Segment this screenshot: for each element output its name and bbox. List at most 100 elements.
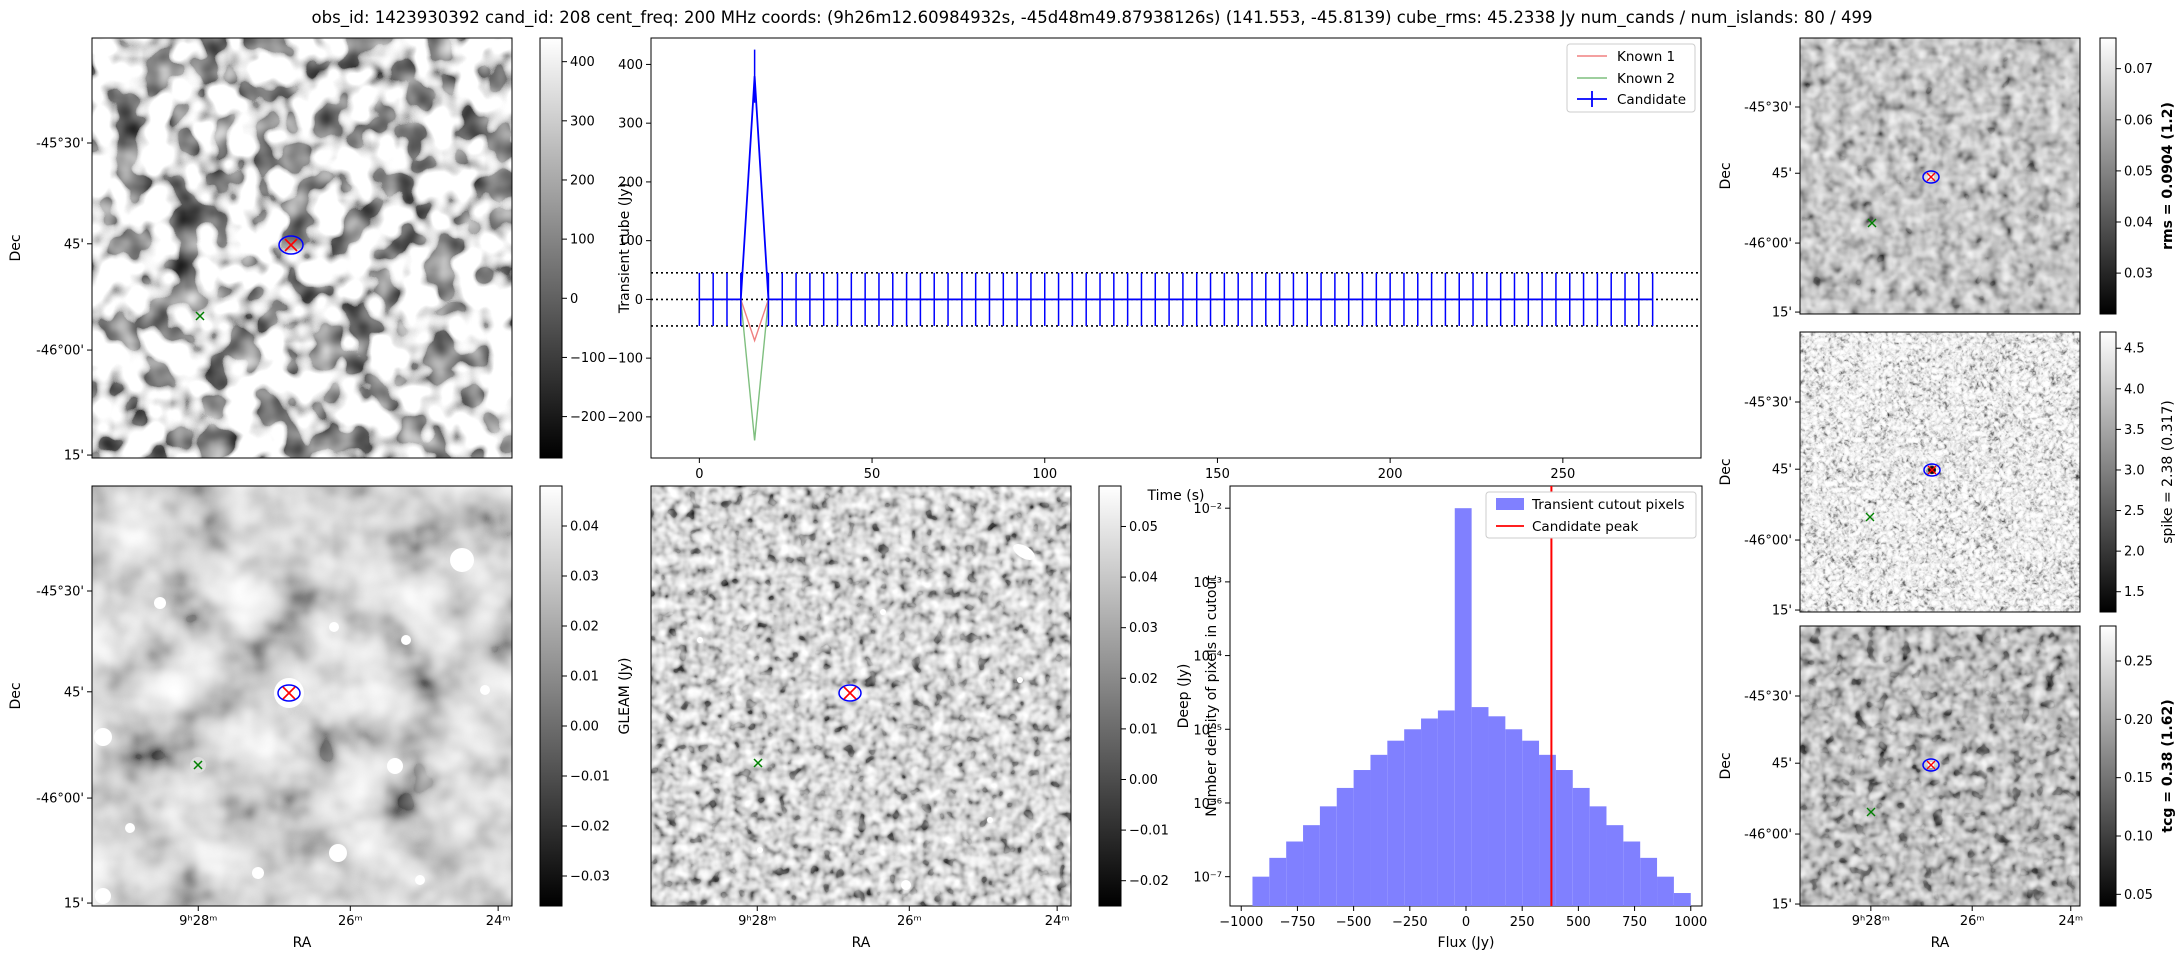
dec-tick-label: 45' bbox=[64, 237, 84, 252]
colorbar-tick-label: 0.06 bbox=[2124, 113, 2153, 128]
ra-tick-label: 26ᵐ bbox=[338, 914, 363, 929]
gleam-bright-sources bbox=[94, 548, 490, 904]
dec-tick-label: 45' bbox=[1772, 463, 1792, 478]
colorbar-tick-label: −0.02 bbox=[570, 820, 610, 835]
dec-tick-label: 45' bbox=[64, 685, 84, 700]
deep-colorbar-label: Deep (Jy) bbox=[1176, 664, 1192, 729]
histogram-bar bbox=[1286, 841, 1304, 906]
x-tick-label: −500 bbox=[1336, 915, 1372, 930]
candidate-marker bbox=[278, 235, 304, 255]
x-tick-label: 100 bbox=[1032, 467, 1057, 482]
y-tick-label: 10⁻⁵ bbox=[1193, 723, 1222, 738]
histogram-bar bbox=[1673, 893, 1691, 906]
tcg-image-panel: Dec -45°30' 45' -46°00' 15' 9ʰ28ᵐ 26ᵐ 24ᵐ RA 0… bbox=[1718, 625, 2176, 951]
histogram-bar bbox=[1539, 754, 1556, 906]
colorbar-tick-label: 0.15 bbox=[2124, 771, 2153, 786]
deep-image-panel: 9ʰ28ᵐ 26ᵐ 24ᵐ RA 0.05 0.04 0.03 0.02 0.01 0.00 −… bbox=[650, 485, 1192, 951]
ra-tick-label: 24ᵐ bbox=[2058, 914, 2083, 929]
histogram-bar bbox=[1640, 857, 1658, 906]
colorbar-tick-label: 2.0 bbox=[2124, 545, 2145, 560]
x-tick-label: 250 bbox=[1510, 915, 1535, 930]
dec-tick-label: 15' bbox=[64, 897, 84, 912]
deep-colorbar-ticks: 0.05 0.04 0.03 0.02 0.01 0.00 −0.01 −0.02 bbox=[1121, 520, 1169, 889]
deep-colorbar bbox=[1098, 485, 1122, 907]
colorbar-tick-label: 0.00 bbox=[570, 720, 599, 735]
legend-candidate-label: Candidate bbox=[1617, 92, 1686, 108]
histogram-xlabel: Flux (Jy) bbox=[1438, 935, 1495, 951]
histogram-content bbox=[1252, 486, 1691, 906]
histogram-legend: Transient cutout pixels Candidate peak bbox=[1485, 491, 1697, 539]
x-tick-label: −750 bbox=[1280, 915, 1316, 930]
histogram-bar bbox=[1454, 508, 1472, 906]
dec-tick-label: -46°00' bbox=[1744, 534, 1792, 549]
dec-tick-label: 15' bbox=[1772, 604, 1792, 619]
colorbar-tick-label: −0.01 bbox=[1129, 824, 1169, 839]
x-tick-label: 500 bbox=[1566, 915, 1591, 930]
colorbar-tick-label: 0 bbox=[570, 292, 578, 307]
x-tick-label: −1000 bbox=[1219, 915, 1263, 930]
x-tick-label: 0 bbox=[1462, 915, 1470, 930]
gleam-image-panel: Dec -45°30' 45' -46°00' 15' 9ʰ28ᵐ 26ᵐ 24ᵐ RA 0… bbox=[8, 485, 633, 951]
legend-pixels-label: Transient cutout pixels bbox=[1531, 497, 1685, 513]
spike-ticks: -45°30' 45' -46°00' 15' bbox=[1744, 396, 1800, 619]
y-tick-label: −200 bbox=[607, 410, 643, 425]
lightcurve-xlabel: Time (s) bbox=[1147, 488, 1205, 504]
dec-tick-label: -45°30' bbox=[36, 585, 84, 600]
dec-tick-label: 45' bbox=[1772, 757, 1792, 772]
spike-image-panel: Dec -45°30' 45' -46°00' 15' 4.5 4.0 3.5 3.0 2.5… bbox=[1718, 331, 2176, 619]
y-tick-label: 10⁻³ bbox=[1193, 576, 1222, 591]
colorbar-tick-label: 1.5 bbox=[2124, 585, 2145, 600]
colorbar-tick-label: 0.01 bbox=[1129, 722, 1158, 737]
tcg-colorbar bbox=[2099, 625, 2117, 907]
colorbar-tick-label: −0.03 bbox=[570, 870, 610, 885]
colorbar-tick-label: 0.04 bbox=[1129, 571, 1158, 586]
histogram-bar bbox=[1353, 770, 1371, 906]
colorbar-tick-label: 0.07 bbox=[2124, 62, 2153, 77]
ra-tick-label: 9ʰ28ᵐ bbox=[738, 914, 776, 929]
transient-colorbar-ticks: 400 300 200 100 0 −100 −200 bbox=[562, 55, 606, 425]
colorbar-tick-label: 200 bbox=[570, 173, 595, 188]
legend-known1-label: Known 1 bbox=[1617, 49, 1675, 65]
transient-colorbar bbox=[539, 37, 563, 459]
x-tick-label: 750 bbox=[1622, 915, 1647, 930]
spike-colorbar bbox=[2099, 331, 2117, 613]
figure-title: obs_id: 1423930392 cand_id: 208 cent_fre… bbox=[312, 8, 1873, 28]
gleam-ticks: -45°30' 45' -46°00' 15' 9ʰ28ᵐ 26ᵐ 24ᵐ bbox=[36, 585, 510, 930]
colorbar-tick-label: 0.05 bbox=[1129, 520, 1158, 535]
rms-dec-label: Dec bbox=[1718, 162, 1734, 189]
rms-colorbar-ticks: 0.07 0.06 0.05 0.04 0.03 bbox=[2116, 62, 2153, 282]
dec-tick-label: -46°00' bbox=[1744, 237, 1792, 252]
candidate-marker bbox=[1922, 170, 1940, 184]
histogram-ticks: −1000 −750 −500 −250 0 250 500 750 1000 10⁻² 10⁻³ 1… bbox=[1193, 502, 1707, 930]
lightcurve-ticks: 0 50 100 150 200 250 400 300 200 100 0 −100 −200 bbox=[607, 58, 1575, 482]
y-tick-label: 300 bbox=[618, 117, 643, 132]
colorbar-tick-label: 0.25 bbox=[2124, 655, 2153, 670]
spike-dec-label: Dec bbox=[1718, 458, 1734, 485]
candidate-marker bbox=[274, 678, 304, 708]
colorbar-tick-label: 3.0 bbox=[2124, 463, 2145, 478]
colorbar-tick-label: 0.03 bbox=[1129, 621, 1158, 636]
colorbar-tick-label: 0.04 bbox=[570, 520, 599, 535]
colorbar-tick-label: 0.04 bbox=[2124, 216, 2153, 231]
legend-known2-label: Known 2 bbox=[1617, 71, 1675, 87]
deep-ticks: 9ʰ28ᵐ 26ᵐ 24ᵐ bbox=[738, 906, 1069, 929]
y-tick-label: 10⁻⁴ bbox=[1193, 650, 1222, 665]
histogram-ylabel: Number density of pixels in cutout bbox=[1204, 575, 1220, 817]
transient-dec-label: Dec bbox=[8, 234, 24, 261]
dec-tick-label: 15' bbox=[1772, 898, 1792, 913]
colorbar-tick-label: 0.20 bbox=[2124, 713, 2153, 728]
lightcurve-content bbox=[651, 49, 1701, 441]
known-source-marker bbox=[1866, 807, 1876, 817]
gleam-colorbar-label: GLEAM (Jy) bbox=[617, 658, 633, 735]
colorbar-tick-label: 0.03 bbox=[570, 570, 599, 585]
colorbar-tick-label: 0.00 bbox=[1129, 773, 1158, 788]
histogram-bar bbox=[1657, 876, 1674, 906]
dec-tick-label: -45°30' bbox=[1744, 396, 1792, 411]
colorbar-tick-label: −200 bbox=[570, 410, 606, 425]
histogram-bar bbox=[1252, 876, 1270, 906]
colorbar-tick-label: 300 bbox=[570, 114, 595, 129]
candidate-marker bbox=[1922, 758, 1940, 772]
transient-image-panel: Dec -45°30' 45' -46°00' 15' 400 300 200 100 0 −1… bbox=[8, 37, 633, 464]
tcg-dec-label: Dec bbox=[1718, 752, 1734, 779]
histogram-panel: −1000 −750 −500 −250 0 250 500 750 1000 10⁻² 10⁻³ 1… bbox=[1193, 485, 1707, 951]
